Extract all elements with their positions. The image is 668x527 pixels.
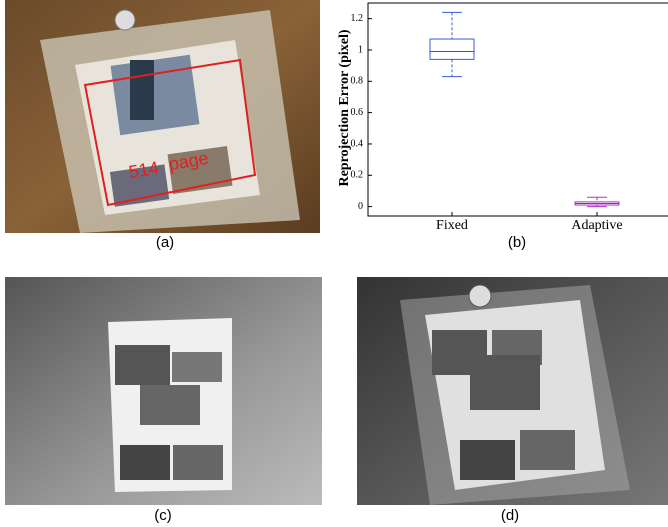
panel-label: (c) — [154, 507, 172, 524]
page: 514 page (a) (b) (c) (d) Reprojection Er… — [0, 0, 668, 527]
y-tick-label: 0.6 — [351, 107, 364, 118]
photo-a: 514 page — [5, 0, 320, 233]
y-tick-label: 1 — [358, 44, 363, 55]
y-tick-label: 0.4 — [351, 138, 364, 149]
y-tick-label: 0 — [358, 201, 363, 212]
panel-label: (a) — [156, 234, 174, 251]
y-tick-label: 0.2 — [351, 170, 364, 181]
panel-label: (b) — [508, 234, 526, 251]
box — [430, 39, 474, 59]
axis-frame — [368, 3, 668, 216]
panel-label: (d) — [501, 507, 519, 524]
x-tick-label: Fixed — [436, 218, 468, 233]
box-plot: 0 0.2 0.4 0.6 0.8 1 1.2 Fixed Adaptive — [351, 3, 668, 233]
x-tick-label: Adaptive — [571, 218, 622, 233]
y-tick-label: 1.2 — [351, 13, 364, 24]
photo-d — [357, 277, 668, 505]
photo-c — [5, 277, 322, 505]
figure: 514 page (a) (b) (c) (d) Reprojection Er… — [0, 0, 668, 527]
y-tick-label: 0.8 — [351, 76, 364, 87]
